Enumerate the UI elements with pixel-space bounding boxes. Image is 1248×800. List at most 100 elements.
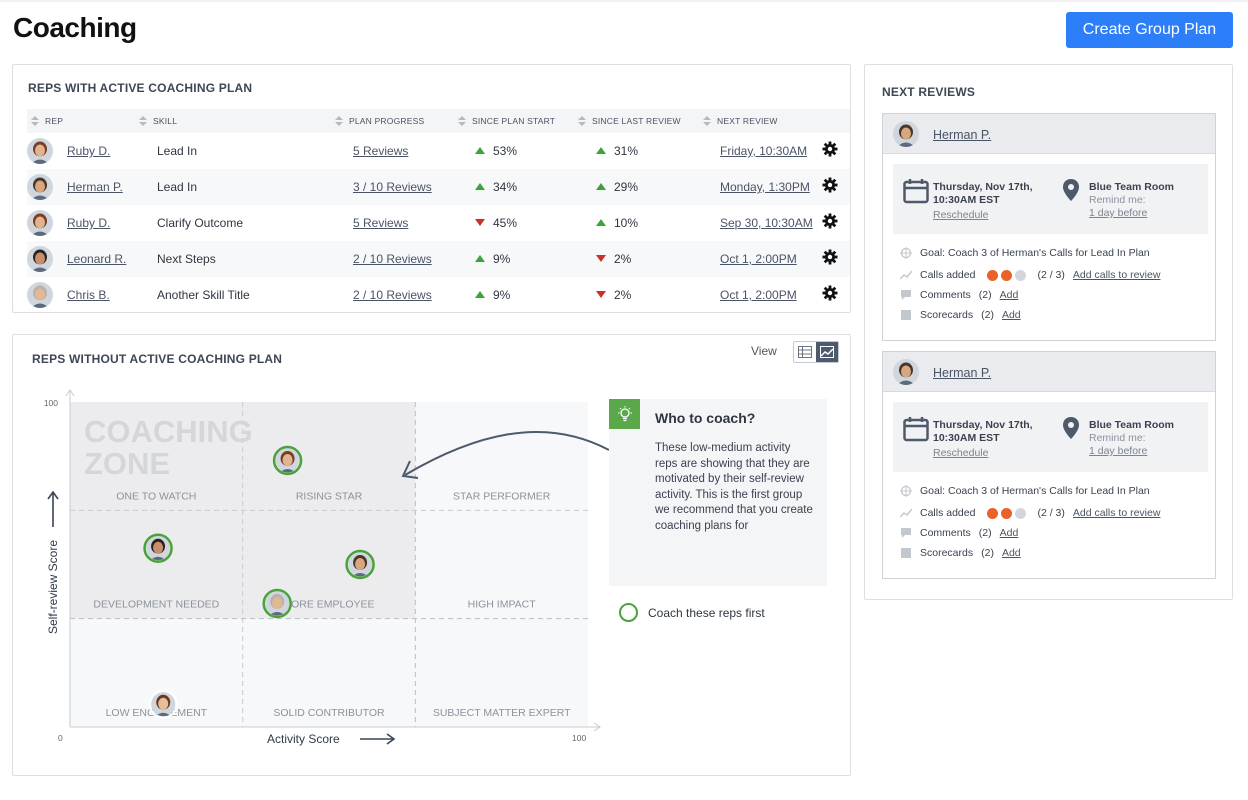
table-row[interactable]: Leonard R. Next Steps 2 / 10 Reviews 9% 2% Oc… [27, 241, 850, 277]
reschedule-link[interactable]: Reschedule [933, 447, 989, 459]
sort-icon [335, 116, 343, 126]
remind-value-link[interactable]: 1 day before [1089, 207, 1148, 219]
scorecards-count: (2) [981, 547, 994, 559]
rep-point[interactable] [345, 549, 375, 580]
rep-point[interactable] [143, 533, 173, 563]
add-calls-link[interactable]: Add calls to review [1072, 269, 1161, 281]
call-dot [1015, 507, 1027, 519]
rep-link[interactable]: Leonard R. [67, 252, 127, 266]
calls-progress-dots [987, 269, 1029, 281]
avatar [893, 359, 919, 385]
plan-progress-link[interactable]: 5 Reviews [353, 216, 409, 230]
sort-icon [703, 116, 711, 126]
gear-icon[interactable] [822, 249, 838, 268]
table-row[interactable]: Herman P. Lead In 3 / 10 Reviews 34% 29% Mond… [27, 169, 850, 205]
comments-count: (2) [978, 527, 992, 539]
col-rep[interactable]: REP [31, 116, 63, 126]
add-comment-link[interactable]: Add [999, 527, 1019, 539]
comments-line: Comments (2) Add [900, 527, 1018, 539]
x-tick-label: 0 [58, 733, 63, 743]
next-review-link[interactable]: Oct 1, 2:00PM [720, 288, 797, 302]
scorecard-icon [901, 310, 911, 320]
add-scorecard-link[interactable]: Add [1001, 309, 1021, 321]
plan-progress-link[interactable]: 2 / 10 Reviews [353, 252, 432, 266]
reviewee-link[interactable]: Herman P. [933, 366, 992, 380]
since-plan-start-cell: 9% [475, 288, 510, 302]
goal-line: Goal: Coach 3 of Herman's Calls for Lead… [900, 247, 1150, 259]
arrow-up-icon [596, 147, 606, 154]
rep-point[interactable] [272, 445, 303, 476]
avatar [27, 138, 53, 164]
next-reviews-panel: NEXT REVIEWS Herman P. Thursday, Nov 17th… [864, 64, 1233, 600]
plan-progress-link[interactable]: 5 Reviews [353, 144, 409, 158]
table-row[interactable]: Ruby D. Lead In 5 Reviews 53% 31% Friday, 10:… [27, 133, 850, 169]
comments-label: Comments [920, 289, 971, 301]
without-plan-panel: REPS WITHOUT ACTIVE COACHING PLAN View 1… [12, 334, 851, 776]
col-plan-progress[interactable]: PLAN PROGRESS [335, 116, 424, 126]
gear-icon[interactable] [822, 177, 838, 196]
table-view-button[interactable] [794, 342, 816, 362]
rep-point[interactable] [262, 588, 292, 619]
image-view-icon [820, 346, 834, 358]
gear-icon[interactable] [822, 285, 838, 304]
next-review-link[interactable]: Oct 1, 2:00PM [720, 252, 797, 266]
reviewee-link[interactable]: Herman P. [933, 128, 992, 142]
rep-link[interactable]: Chris B. [67, 288, 110, 302]
scorecard-icon [901, 548, 911, 558]
arrow-up-icon [475, 147, 485, 154]
quadrant-label: STAR PERFORMER [453, 490, 551, 502]
skill-cell: Next Steps [157, 252, 216, 266]
rep-link[interactable]: Ruby D. [67, 144, 111, 158]
coach-first-legend: Coach these reps first [619, 603, 765, 622]
rep-link[interactable]: Ruby D. [67, 216, 111, 230]
col-since-plan-start[interactable]: SINCE PLAN START [458, 116, 555, 126]
highlight-ring-icon [619, 603, 638, 622]
next-review-link[interactable]: Monday, 1:30PM [720, 180, 810, 194]
since-last-review-cell: 31% [596, 144, 638, 158]
quadrant-label: SUBJECT MATTER EXPERT [433, 707, 571, 719]
y-axis-arrowhead [65, 389, 75, 397]
plan-progress-link[interactable]: 2 / 10 Reviews [353, 288, 432, 302]
arrow-up-icon [475, 255, 485, 262]
next-review-link[interactable]: Sep 30, 10:30AM [720, 216, 813, 230]
callout-text: These low-medium activity reps are showi… [655, 442, 813, 532]
rep-point[interactable] [148, 689, 178, 719]
next-review-link[interactable]: Friday, 10:30AM [720, 144, 808, 158]
avatar [27, 282, 53, 308]
avatar [27, 246, 53, 272]
create-group-plan-button[interactable]: Create Group Plan [1066, 12, 1233, 48]
quadrant-label: ONE TO WATCH [116, 490, 196, 502]
plan-progress-link[interactable]: 3 / 10 Reviews [353, 180, 432, 194]
call-dot [987, 507, 999, 519]
chart-view-button[interactable] [816, 342, 838, 362]
goal-text: Goal: Coach 3 of Herman's Calls for Lead… [920, 485, 1150, 497]
add-comment-link[interactable]: Add [999, 289, 1019, 301]
col-skill[interactable]: SKILL [139, 116, 177, 126]
lightbulb-icon [609, 399, 640, 429]
scorecards-line: Scorecards (2) Add [900, 309, 1021, 321]
gear-icon[interactable] [822, 213, 838, 232]
remind-value-link[interactable]: 1 day before [1089, 445, 1148, 457]
col-since-last-review[interactable]: SINCE LAST REVIEW [578, 116, 681, 126]
x-axis-title-arrowhead [386, 733, 396, 745]
calls-line: Calls added (2 / 3) Add calls to review [900, 269, 1160, 281]
calls-line: Calls added (2 / 3) Add calls to review [900, 507, 1160, 519]
arrow-up-icon [596, 219, 606, 226]
top-divider [0, 0, 1248, 2]
trend-icon [900, 270, 912, 280]
add-calls-link[interactable]: Add calls to review [1072, 507, 1161, 519]
add-scorecard-link[interactable]: Add [1001, 547, 1021, 559]
col-next-review[interactable]: NEXT REVIEW [703, 116, 778, 126]
calls-label: Calls added [920, 269, 976, 281]
quadrant-label: RISING STAR [296, 490, 363, 502]
gear-icon[interactable] [822, 141, 838, 160]
arrow-down-icon [596, 291, 606, 298]
table-row[interactable]: Chris B. Another Skill Title 2 / 10 Review… [27, 277, 850, 313]
rep-link[interactable]: Herman P. [67, 180, 123, 194]
table-row[interactable]: Ruby D. Clarify Outcome 5 Reviews 45% 10% Sep… [27, 205, 850, 241]
quadrant-label: HIGH IMPACT [468, 599, 537, 611]
table-view-icon [798, 346, 812, 358]
comments-count: (2) [978, 289, 992, 301]
reschedule-link[interactable]: Reschedule [933, 209, 989, 221]
since-plan-start-cell: 34% [475, 180, 517, 194]
